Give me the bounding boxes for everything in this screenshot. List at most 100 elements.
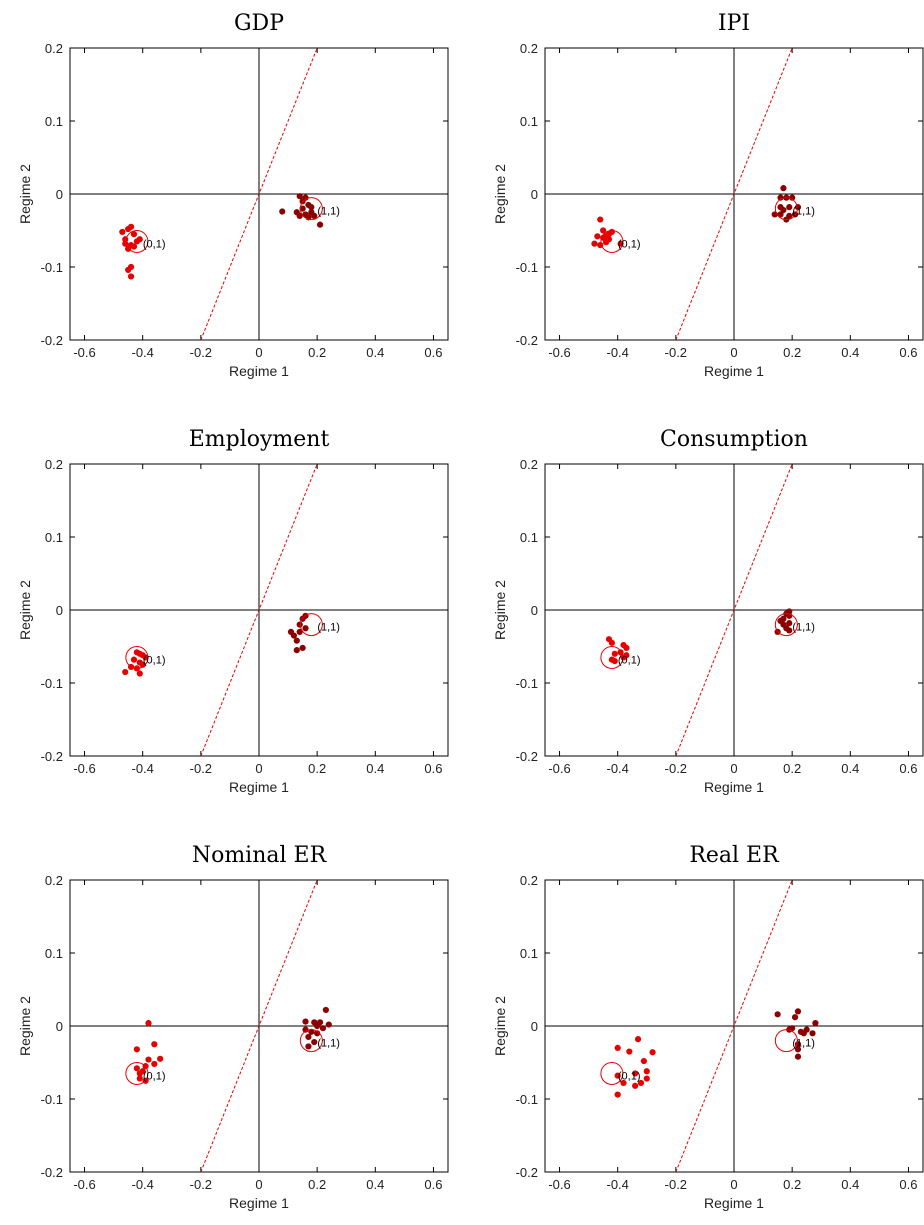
- series-0-1-point: [623, 644, 630, 652]
- series-0-1-point: [130, 243, 138, 250]
- x-tick-label: 0.2: [783, 761, 801, 776]
- series-0-1-point: [643, 1068, 650, 1075]
- reference-line: [675, 880, 793, 1172]
- series-0-1-point: [637, 1079, 645, 1087]
- x-tick-label: -0.4: [131, 761, 153, 776]
- series-0-1-point: [594, 233, 601, 240]
- x-tick-label: 0: [255, 345, 262, 360]
- chart-title: Nominal ER: [192, 843, 328, 868]
- y-axis-label: Regime 2: [17, 580, 33, 640]
- y-tick-label: -0.1: [41, 676, 63, 691]
- series-1-1-point: [777, 194, 784, 201]
- series-0-1-point: [127, 223, 135, 230]
- series-1-1-point: [299, 644, 306, 652]
- anchor-label: (1,1): [792, 622, 815, 634]
- x-tick-label: 0.4: [366, 761, 384, 776]
- anchor-circle: [600, 1061, 624, 1085]
- series-1-1-point: [780, 206, 787, 214]
- reference-line: [200, 880, 318, 1172]
- y-tick-label: 0: [531, 187, 538, 202]
- anchor-circle: [299, 197, 323, 221]
- x-tick-label: -0.4: [606, 1177, 628, 1192]
- y-tick-label: -0.2: [41, 749, 63, 764]
- series-0-1-point: [600, 227, 607, 234]
- series-1-1-point: [296, 621, 303, 628]
- anchor-circle: [125, 1061, 149, 1085]
- anchor-circle: [600, 229, 624, 253]
- anchor-circle: [600, 645, 624, 669]
- series-0-1-point: [614, 1072, 621, 1079]
- series-0-1-point: [597, 216, 604, 223]
- series-1-1-point: [797, 1028, 804, 1035]
- y-tick-label: -0.2: [41, 333, 63, 348]
- chart-title: Real ER: [689, 843, 780, 868]
- x-tick-label: 0.6: [424, 761, 442, 776]
- y-tick-label: -0.2: [516, 749, 538, 764]
- chart-title: Employment: [189, 427, 330, 452]
- y-tick-label: -0.2: [516, 333, 538, 348]
- plot-area: (0,1) (1,1): [591, 48, 815, 340]
- series-0-1-point: [139, 661, 146, 668]
- x-tick-label: 0: [255, 761, 262, 776]
- y-axis-label: Regime 2: [492, 996, 508, 1056]
- x-tick-label: 0.4: [366, 1177, 384, 1192]
- x-tick-label: 0.2: [308, 761, 326, 776]
- x-tick-label: 0: [730, 1177, 737, 1192]
- anchor-circle: [125, 229, 149, 253]
- panel-nominal-er: Nominal ER -0.6 -0.4 -0.2 0 0.2 0.4 0.6 -0.2 -0.1…: [17, 843, 449, 1211]
- series-1-1-point: [302, 194, 309, 201]
- anchor-label: (1,1): [317, 206, 340, 218]
- anchor-circle: [299, 613, 323, 637]
- x-tick-label: 0.6: [424, 1177, 442, 1192]
- series-0-1-point: [591, 240, 598, 247]
- series-1-1-point: [325, 1021, 332, 1028]
- series-1-1-point: [774, 1011, 781, 1018]
- x-tick-label: 0.6: [899, 761, 917, 776]
- series-1-1-point: [308, 204, 315, 211]
- y-tick-label: 0.1: [45, 114, 63, 129]
- series-1-1-point: [302, 625, 309, 632]
- x-tick-label: 0.4: [841, 345, 859, 360]
- anchor-circle: [774, 613, 798, 637]
- panel-employment: Employment -0.6 -0.4 -0.2 0 0.2 0.4 0.6 -0.2 -0.1…: [17, 427, 449, 795]
- y-axis-label: Regime 2: [17, 996, 33, 1056]
- y-tick-label: 0.1: [520, 530, 538, 545]
- x-tick-label: -0.6: [73, 761, 95, 776]
- series-0-1-point: [602, 233, 610, 240]
- y-tick-label: 0.1: [45, 946, 63, 961]
- series-0-1-point: [640, 1057, 647, 1065]
- y-tick-label: 0: [56, 603, 63, 618]
- series-1-1-point: [305, 1033, 312, 1041]
- series-1-1-point: [780, 185, 787, 192]
- y-tick-label: 0: [531, 603, 538, 618]
- x-tick-label: -0.4: [606, 345, 628, 360]
- x-tick-label: -0.6: [548, 345, 570, 360]
- y-tick-label: -0.1: [41, 1092, 63, 1107]
- anchor-circle: [125, 645, 149, 669]
- series-0-1-point: [142, 654, 149, 661]
- series-1-1-point: [783, 625, 790, 632]
- series-1-1-point: [302, 1026, 309, 1033]
- x-tick-label: -0.6: [548, 1177, 570, 1192]
- series-0-1-point: [614, 1044, 621, 1051]
- series-0-1-point: [614, 1091, 621, 1098]
- x-tick-label: -0.6: [73, 1177, 95, 1192]
- anchor-label: (0,1): [618, 238, 641, 250]
- y-tick-label: 0.1: [45, 530, 63, 545]
- series-0-1-point: [151, 1041, 158, 1048]
- anchor-label: (1,1): [317, 1038, 340, 1050]
- series-0-1-point: [632, 1082, 639, 1089]
- series-1-1-point: [293, 647, 300, 654]
- series-1-1-point: [794, 204, 802, 211]
- series-0-1-point: [620, 654, 627, 661]
- series-0-1-point: [608, 639, 615, 646]
- anchor-label: (0,1): [143, 238, 166, 250]
- y-tick-label: -0.2: [41, 1165, 63, 1180]
- series-0-1-point: [634, 1036, 642, 1043]
- series-1-1-point: [319, 1025, 327, 1032]
- y-tick-label: 0.2: [45, 41, 63, 56]
- panel-consumption: Consumption -0.6 -0.4 -0.2 0 0.2 0.4 0.6 -0.2 -0.…: [492, 427, 924, 795]
- series-1-1-point: [786, 620, 793, 627]
- series-1-1-point: [296, 628, 303, 636]
- series-1-1-point: [296, 193, 303, 200]
